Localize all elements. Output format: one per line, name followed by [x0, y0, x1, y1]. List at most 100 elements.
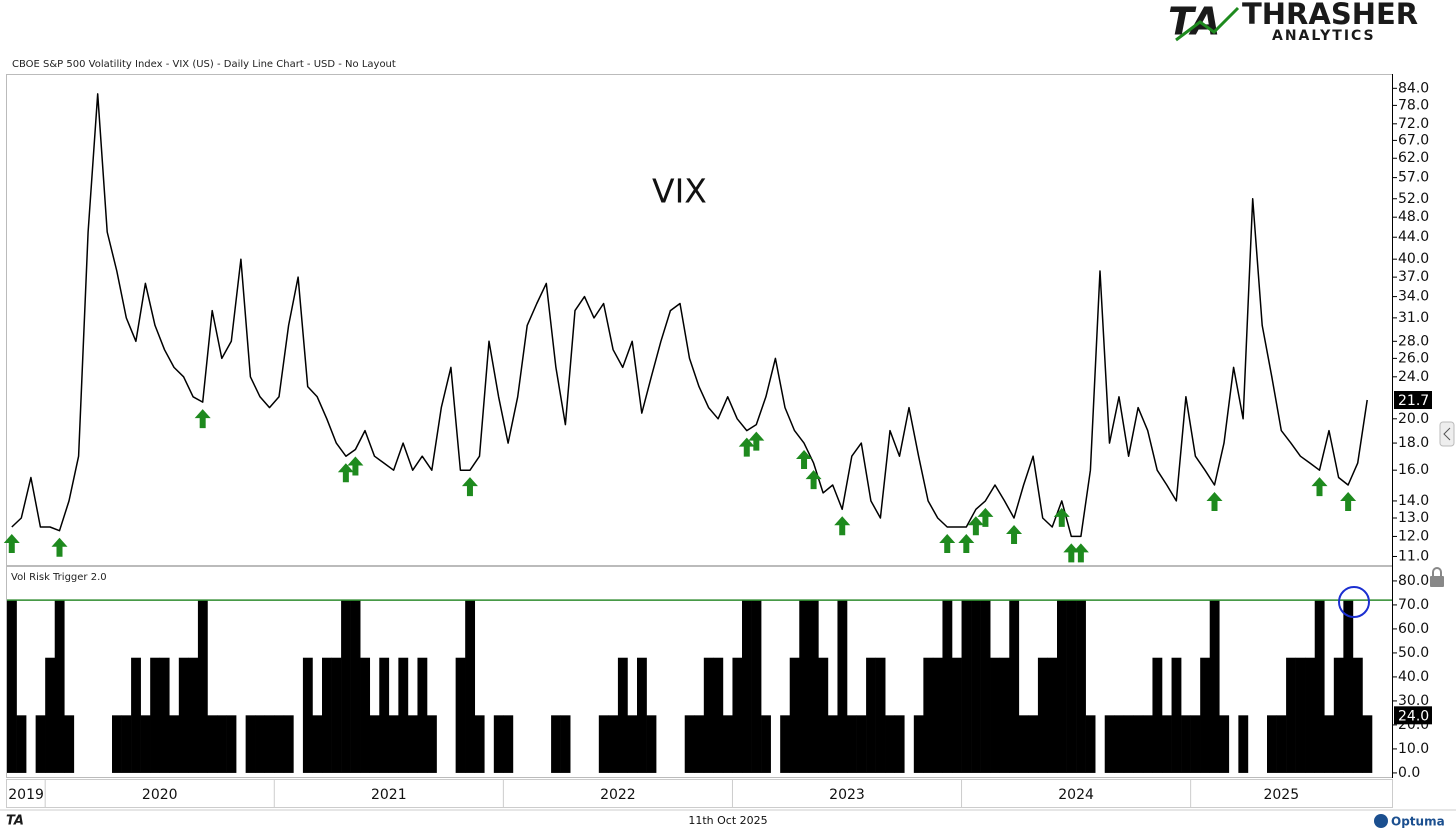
bar	[732, 657, 743, 773]
bar	[952, 657, 962, 773]
y-tick-label: 62.0	[1398, 150, 1429, 166]
y-tick-label: 14.0	[1398, 493, 1429, 509]
bar	[274, 715, 285, 773]
signal-arrow	[461, 477, 478, 497]
signal-arrow	[958, 534, 975, 554]
signal-arrow	[748, 431, 765, 451]
y-tick-label: 48.0	[1398, 209, 1429, 225]
logo-mark: TA	[1168, 0, 1220, 44]
bar	[684, 715, 695, 773]
bar	[178, 657, 189, 773]
signal-arrow	[805, 470, 822, 490]
bar	[1286, 657, 1296, 773]
signal-arrow	[738, 437, 755, 457]
bar	[360, 657, 371, 773]
bar	[64, 715, 75, 773]
signal-arrow	[939, 534, 956, 554]
signal-arrow	[977, 507, 994, 527]
bar	[1076, 600, 1086, 773]
signal-arrow	[967, 516, 984, 536]
y-tick-label: 84.0	[1398, 80, 1429, 96]
bar	[1142, 715, 1153, 773]
signal-arrow	[1340, 492, 1357, 512]
current-value-label: 24.0	[1398, 708, 1429, 724]
y-tick-label: 37.0	[1398, 269, 1429, 285]
bar	[894, 715, 905, 773]
y-tick-label: 70.0	[1398, 597, 1429, 613]
bar	[1324, 715, 1335, 773]
bar	[398, 657, 409, 773]
bar	[54, 600, 65, 773]
signal-arrow	[834, 516, 851, 536]
bar	[999, 657, 1010, 773]
bar	[1267, 715, 1277, 773]
bar	[1047, 657, 1058, 773]
current-value-box	[1394, 706, 1432, 725]
bar	[942, 600, 953, 773]
y-tick-label: 10.0	[1398, 741, 1429, 757]
bar	[1352, 657, 1363, 773]
bar	[169, 715, 180, 773]
bar	[761, 715, 771, 773]
bar	[264, 715, 275, 773]
bar	[465, 600, 476, 773]
bar	[388, 715, 399, 773]
signal-arrow	[3, 534, 20, 554]
bar	[331, 657, 342, 773]
bar	[1190, 715, 1201, 773]
side-tab[interactable]	[1439, 421, 1455, 447]
lock-icon[interactable]	[1430, 567, 1444, 587]
current-value-box	[1394, 391, 1432, 410]
bar	[1018, 715, 1029, 773]
y-tick-label: 12.0	[1398, 528, 1429, 544]
bar	[818, 657, 829, 773]
bar	[1171, 657, 1182, 773]
bar	[217, 715, 227, 773]
y-tick-label: 60.0	[1398, 621, 1429, 637]
bar	[226, 715, 237, 773]
brand-icon	[1374, 814, 1388, 828]
x-tick-label: 2021	[371, 787, 407, 803]
bar	[990, 657, 1001, 773]
x-tick-label: 2024	[1058, 787, 1094, 803]
signal-arrow	[194, 409, 211, 429]
bar	[35, 715, 46, 773]
x-tick-label: 2019	[8, 787, 44, 803]
bar	[560, 715, 571, 773]
series-label: VIX	[652, 172, 707, 211]
y-tick-label: 52.0	[1398, 191, 1429, 207]
bar	[417, 657, 428, 773]
x-tick-label: 2020	[142, 787, 178, 803]
bar	[16, 715, 27, 773]
bar	[713, 657, 724, 773]
y-tick-label: 24.0	[1398, 369, 1429, 385]
x-tick-label: 2022	[600, 787, 636, 803]
signal-arrow	[1072, 543, 1089, 563]
bar	[703, 657, 714, 773]
bar	[1200, 657, 1211, 773]
x-tick-label: 2023	[829, 787, 865, 803]
bar	[121, 715, 132, 773]
x-axis-band	[6, 779, 1393, 808]
signal-arrow	[337, 463, 354, 483]
bar	[302, 657, 313, 773]
bar	[961, 600, 972, 773]
side-tab-arrow	[1443, 427, 1451, 441]
y-tick-label: 44.0	[1398, 229, 1429, 245]
bar	[112, 715, 122, 773]
bar	[188, 657, 199, 773]
y-tick-label: 40.0	[1398, 669, 1429, 685]
signal-arrow	[796, 450, 813, 470]
current-value-label: 21.7	[1398, 393, 1429, 409]
bar	[1133, 715, 1144, 773]
bar	[493, 715, 504, 773]
signal-arrow	[347, 456, 364, 476]
bar	[1037, 657, 1048, 773]
y-tick-label: 31.0	[1398, 310, 1429, 326]
bar	[1104, 715, 1115, 773]
y-tick-label: 78.0	[1398, 97, 1429, 113]
bar	[1066, 600, 1077, 773]
y-tick-label: 57.0	[1398, 170, 1429, 186]
bar	[1162, 715, 1172, 773]
